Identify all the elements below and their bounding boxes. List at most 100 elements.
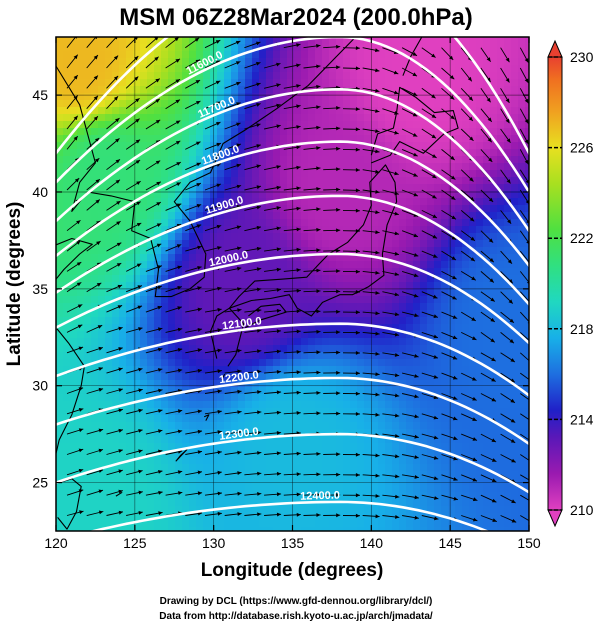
- shading-cell: [63, 457, 71, 465]
- shading-cell: [98, 51, 106, 59]
- shading-cell: [441, 380, 449, 388]
- shading-cell: [399, 240, 407, 248]
- wind-arrow-head: [76, 220, 81, 225]
- shading-cell: [364, 359, 372, 367]
- shading-cell: [462, 100, 470, 108]
- shading-cell: [455, 352, 463, 360]
- shading-cell: [322, 359, 330, 367]
- shading-cell: [525, 51, 529, 59]
- shading-cell: [301, 282, 309, 290]
- shading-cell: [518, 352, 526, 360]
- shading-cell: [469, 499, 477, 507]
- shading-cell: [294, 387, 302, 395]
- shading-cell: [308, 44, 316, 52]
- shading-cell: [147, 317, 155, 325]
- shading-cell: [392, 324, 400, 332]
- shading-cell: [175, 198, 183, 206]
- shading-cell: [217, 121, 225, 129]
- shading-cell: [308, 142, 316, 150]
- shading-cell: [84, 408, 92, 416]
- shading-cell: [420, 513, 428, 521]
- shading-cell: [105, 72, 113, 80]
- shading-cell: [427, 282, 435, 290]
- shading-cell: [378, 191, 386, 199]
- shading-cell: [329, 450, 337, 458]
- shading-cell: [112, 170, 120, 178]
- shading-cell: [469, 373, 477, 381]
- shading-cell: [350, 296, 358, 304]
- shading-cell: [77, 219, 85, 227]
- shading-cell: [189, 135, 197, 143]
- shading-cell: [56, 359, 64, 367]
- shading-cell: [462, 72, 470, 80]
- shading-cell: [378, 135, 386, 143]
- shading-cell: [350, 520, 358, 528]
- shading-cell: [147, 464, 155, 472]
- shading-cell: [252, 380, 260, 388]
- shading-cell: [231, 149, 239, 157]
- shading-cell: [420, 499, 428, 507]
- shading-cell: [175, 72, 183, 80]
- shading-cell: [98, 149, 106, 157]
- shading-cell: [497, 317, 505, 325]
- shading-cell: [189, 51, 197, 59]
- shading-cell: [525, 233, 529, 241]
- shading-cell: [511, 170, 519, 178]
- shading-cell: [175, 254, 183, 262]
- shading-cell: [189, 268, 197, 276]
- shading-cell: [168, 478, 176, 486]
- shading-cell: [252, 373, 260, 381]
- shading-cell: [371, 58, 379, 66]
- shading-cell: [168, 44, 176, 52]
- shading-cell: [133, 310, 141, 318]
- shading-cell: [385, 205, 393, 213]
- shading-cell: [308, 457, 316, 465]
- shading-cell: [462, 310, 470, 318]
- shading-cell: [329, 219, 337, 227]
- shading-cell: [329, 401, 337, 409]
- shading-cell: [497, 345, 505, 353]
- shading-cell: [91, 464, 99, 472]
- shading-cell: [84, 86, 92, 94]
- shading-cell: [56, 352, 64, 360]
- shading-cell: [350, 310, 358, 318]
- shading-cell: [273, 352, 281, 360]
- shading-cell: [280, 191, 288, 199]
- shading-cell: [63, 184, 71, 192]
- shading-cell: [329, 44, 337, 52]
- shading-cell: [441, 198, 449, 206]
- shading-cell: [385, 317, 393, 325]
- shading-cell: [504, 191, 512, 199]
- shading-cell: [413, 289, 421, 297]
- shading-cell: [371, 268, 379, 276]
- shading-cell: [462, 163, 470, 171]
- shading-cell: [483, 254, 491, 262]
- shading-cell: [140, 282, 148, 290]
- shading-cell: [392, 72, 400, 80]
- shading-cell: [168, 240, 176, 248]
- shading-cell: [63, 44, 71, 52]
- shading-cell: [413, 324, 421, 332]
- shading-cell: [497, 107, 505, 115]
- shading-cell: [476, 275, 484, 283]
- shading-cell: [504, 499, 512, 507]
- shading-cell: [385, 226, 393, 234]
- shading-cell: [308, 72, 316, 80]
- shading-cell: [406, 457, 414, 465]
- shading-cell: [280, 226, 288, 234]
- wind-arrow-head: [76, 282, 82, 287]
- shading-cell: [441, 422, 449, 430]
- shading-cell: [441, 37, 449, 45]
- shading-cell: [231, 37, 239, 45]
- shading-cell: [350, 450, 358, 458]
- shading-cell: [280, 93, 288, 101]
- shading-cell: [238, 401, 246, 409]
- shading-cell: [385, 268, 393, 276]
- shading-cell: [357, 163, 365, 171]
- shading-cell: [70, 72, 78, 80]
- shading-cell: [77, 359, 85, 367]
- shading-cell: [280, 464, 288, 472]
- shading-cell: [420, 282, 428, 290]
- shading-cell: [63, 401, 71, 409]
- shading-cell: [301, 142, 309, 150]
